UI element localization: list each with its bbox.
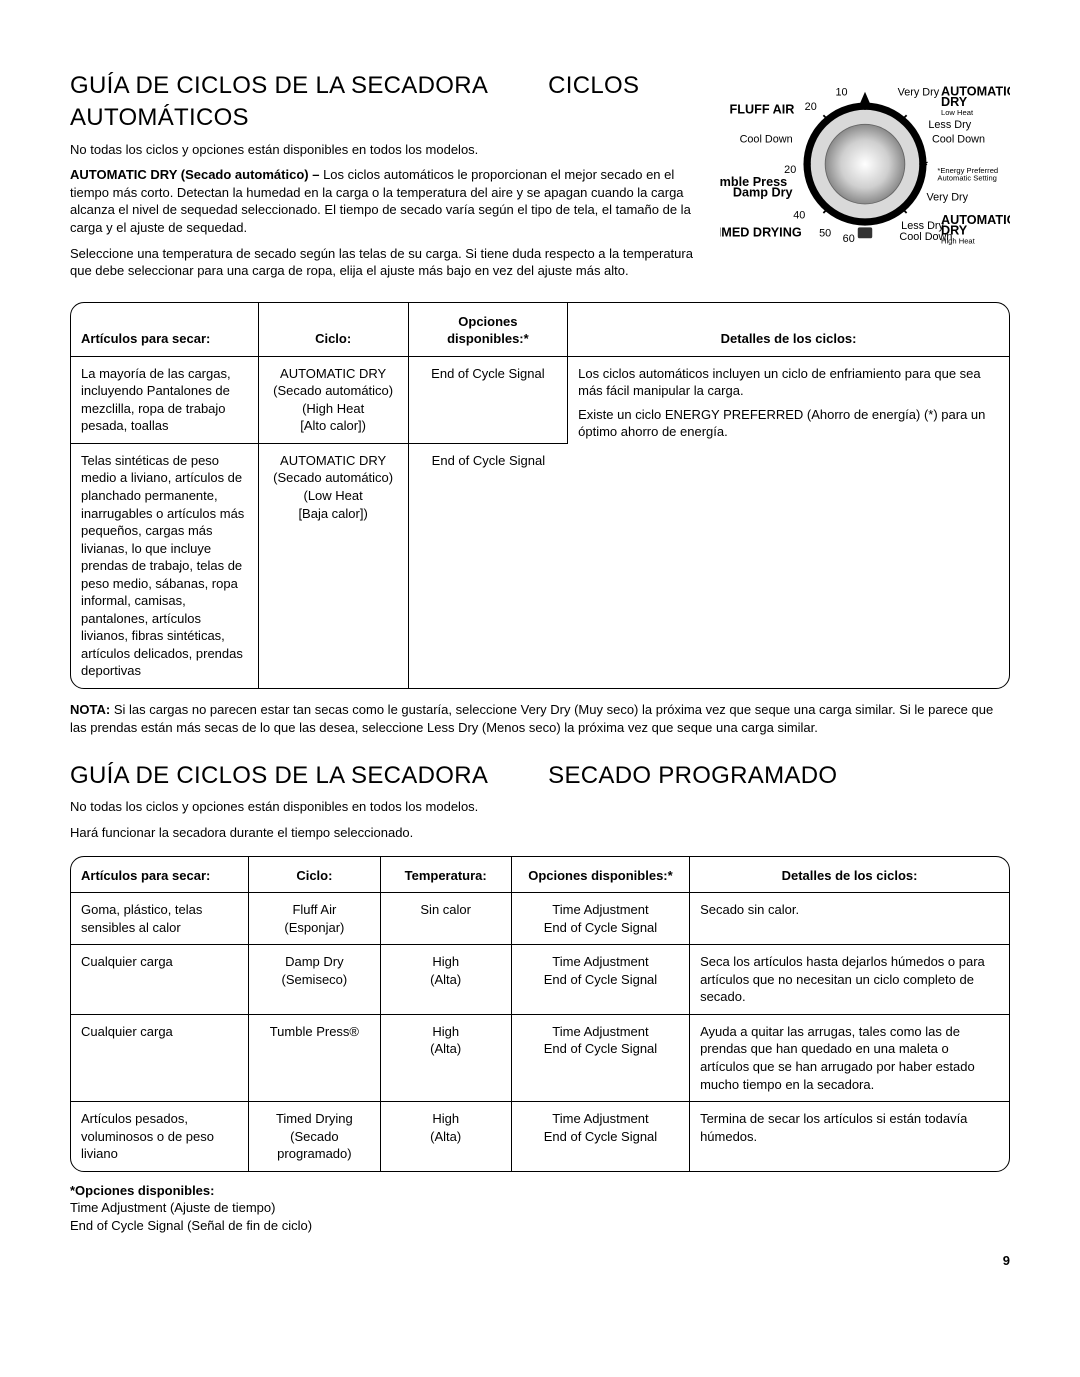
table-timed-cycles: Artículos para secar: Ciclo: Temperatura… <box>70 856 1010 1172</box>
dial-container: * FLUFF AIR 20 10 Cool Down 20 Tumble Pr… <box>720 70 1010 260</box>
t2r1-ciclo: Fluff Air (Esponjar) <box>249 893 380 945</box>
t2h2: Ciclo: <box>249 857 380 894</box>
t2r1-opc: Time Adjustment End of Cycle Signal <box>512 893 690 945</box>
dial-autoset: Automatic Setting <box>937 173 997 182</box>
section1-para2: Seleccione una temperatura de secado seg… <box>70 245 700 280</box>
nota-text: Si las cargas no parecen estar tan secas… <box>70 702 993 735</box>
heading2-right: SECADO PROGRAMADO <box>548 762 837 789</box>
nota: NOTA: Si las cargas no parecen estar tan… <box>70 701 1010 736</box>
t2h3: Temperatura: <box>381 857 512 894</box>
t2h4: Opciones disponibles:* <box>512 857 690 894</box>
dial-star: * <box>923 159 928 173</box>
t2r4-items: Artículos pesados, voluminosos o de peso… <box>71 1102 249 1171</box>
page-number: 9 <box>70 1252 1010 1270</box>
dial-40: 40 <box>793 209 805 221</box>
dial-verydry1: Very Dry <box>898 86 940 98</box>
t1r1-det1: Los ciclos automáticos incluyen un ciclo… <box>578 365 999 400</box>
t2r3-opc: Time Adjustment End of Cycle Signal <box>512 1015 690 1102</box>
section1-text: GUÍA DE CICLOS DE LA SECADORACICLOS AUTO… <box>70 70 700 288</box>
t1r2-items: Telas sintéticas de peso medio a liviano… <box>71 444 259 688</box>
section2-intro1: No todas los ciclos y opciones están dis… <box>70 798 1010 816</box>
section2-heading: GUÍA DE CICLOS DE LA SECADORA SECADO PROG… <box>70 760 1010 792</box>
t1r1-items: La mayoría de las cargas, incluyendo Pan… <box>71 357 259 444</box>
t2r1-items: Goma, plástico, telas sensibles al calor <box>71 893 249 945</box>
footnote-l2: End of Cycle Signal (Señal de fin de cic… <box>70 1218 312 1233</box>
table1-row1: La mayoría de las cargas, incluyendo Pan… <box>71 357 1009 444</box>
section1-auto-para: AUTOMATIC DRY (Secado automático) – Los … <box>70 166 700 236</box>
t2r3-items: Cualquier carga <box>71 1015 249 1102</box>
section1-intro: No todas los ciclos y opciones están dis… <box>70 141 700 159</box>
section1-header: GUÍA DE CICLOS DE LA SECADORACICLOS AUTO… <box>70 70 1010 288</box>
t2r1-temp: Sin calor <box>381 893 512 945</box>
dryer-dial: * FLUFF AIR 20 10 Cool Down 20 Tumble Pr… <box>720 70 1010 260</box>
t2r4-opc: Time Adjustment End of Cycle Signal <box>512 1102 690 1171</box>
heading2-left: GUÍA DE CICLOS DE LA SECADORA <box>70 762 488 789</box>
t2r2: Cualquier carga Damp Dry (Semiseco) High… <box>71 945 1009 1015</box>
t2h5: Detalles de los ciclos: <box>690 857 1009 894</box>
dial-lessdry1: Less Dry <box>928 119 971 131</box>
t2r3-det: Ayuda a quitar las arrugas, tales como l… <box>690 1015 1009 1102</box>
t1r1-detalles-cell: Los ciclos automáticos incluyen un ciclo… <box>568 357 1009 688</box>
th-opciones: Opciones disponibles:* <box>409 303 568 357</box>
dial-highheat: High Heat <box>941 237 976 246</box>
th-articulos: Artículos para secar: <box>71 303 259 357</box>
t2r3: Cualquier carga Tumble Press® High (Alta… <box>71 1015 1009 1102</box>
t2r4-temp: High (Alta) <box>381 1102 512 1171</box>
t1r1-opciones: End of Cycle Signal <box>409 357 568 444</box>
nota-bold: NOTA: <box>70 702 114 717</box>
t1r2-opciones: End of Cycle Signal <box>409 444 568 688</box>
section2-intro2: Hará funcionar la secadora durante el ti… <box>70 824 1010 842</box>
dial-verydry2: Very Dry <box>927 191 969 203</box>
t2r4-ciclo: Timed Drying (Secado programado) <box>249 1102 380 1171</box>
dial-damp: Damp Dry <box>733 186 793 200</box>
footnote-l1: Time Adjustment (Ajuste de tiempo) <box>70 1200 275 1215</box>
dial-timed: TIMED DRYING <box>720 225 802 239</box>
table1-header-row: Artículos para secar: Ciclo: Opciones di… <box>71 303 1009 357</box>
dial-cooldownr: Cool Down <box>932 133 985 145</box>
dial-20a: 20 <box>805 101 817 113</box>
heading1-left: GUÍA DE CICLOS DE LA SECADORA <box>70 72 488 99</box>
t1r1-det2: Existe un ciclo ENERGY PREFERRED (Ahorro… <box>578 406 999 441</box>
dial-lowheat: Low Heat <box>941 108 974 117</box>
t2h1: Artículos para secar: <box>71 857 249 894</box>
footnote-bold: *Opciones disponibles: <box>70 1183 214 1198</box>
dial-10: 10 <box>835 86 847 98</box>
t2r2-opc: Time Adjustment End of Cycle Signal <box>512 945 690 1015</box>
dial-50: 50 <box>819 227 831 239</box>
t2r2-det: Seca los artículos hasta dejarlos húmedo… <box>690 945 1009 1015</box>
t2r3-temp: High (Alta) <box>381 1015 512 1102</box>
section1-heading: GUÍA DE CICLOS DE LA SECADORACICLOS AUTO… <box>70 70 700 135</box>
dial-fluff-air: FLUFF AIR <box>730 102 795 116</box>
t2r4: Artículos pesados, voluminosos o de peso… <box>71 1102 1009 1171</box>
t2r2-ciclo: Damp Dry (Semiseco) <box>249 945 380 1015</box>
t2r2-items: Cualquier carga <box>71 945 249 1015</box>
t2r3-ciclo: Tumble Press® <box>249 1015 380 1102</box>
dial-dry2: DRY <box>941 224 968 238</box>
t2r2-temp: High (Alta) <box>381 945 512 1015</box>
t1r1-ciclo: AUTOMATIC DRY (Secado automático) (High … <box>259 357 409 444</box>
t1r2-ciclo: AUTOMATIC DRY (Secado automático) (Low H… <box>259 444 409 688</box>
t2r1-det: Secado sin calor. <box>690 893 1009 945</box>
dial-60: 60 <box>843 233 855 245</box>
auto-bold: AUTOMATIC DRY (Secado automático) – <box>70 167 323 182</box>
footnote: *Opciones disponibles: Time Adjustment (… <box>70 1182 1010 1235</box>
dial-cooldown1: Cool Down <box>740 133 793 145</box>
th-detalles: Detalles de los ciclos: <box>568 303 1009 357</box>
th-ciclo: Ciclo: <box>259 303 409 357</box>
t2r1: Goma, plástico, telas sensibles al calor… <box>71 893 1009 945</box>
dial-dry1: DRY <box>941 95 968 109</box>
table2-header-row: Artículos para secar: Ciclo: Temperatura… <box>71 857 1009 894</box>
table-auto-cycles: Artículos para secar: Ciclo: Opciones di… <box>70 302 1010 689</box>
t2r4-det: Termina de secar los artículos si están … <box>690 1102 1009 1171</box>
